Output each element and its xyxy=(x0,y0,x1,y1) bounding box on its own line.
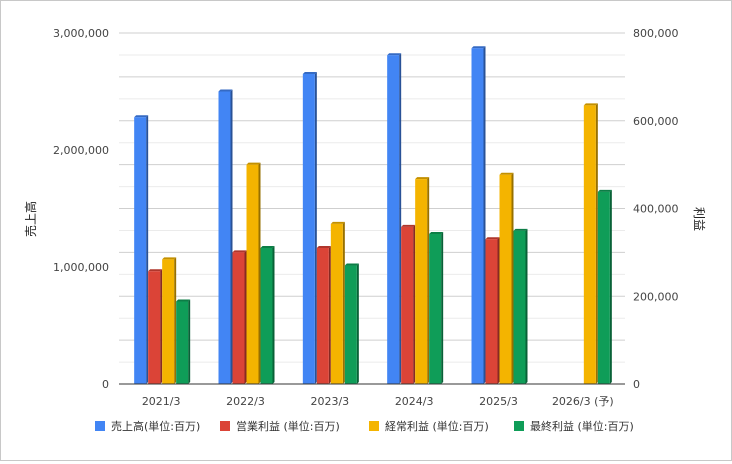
bar xyxy=(415,179,428,384)
gridlines xyxy=(119,32,625,363)
axes: 0 1,000,000 2,000,000 3,000,000 0 200,000 400,… xyxy=(53,27,678,408)
bar-side xyxy=(483,46,486,385)
bar-side xyxy=(160,269,163,384)
bar-side xyxy=(146,115,149,385)
bar xyxy=(429,233,442,384)
y-right-tick-label: 800,000 xyxy=(633,27,679,40)
bar-top xyxy=(415,177,430,180)
bar xyxy=(499,174,512,384)
bar xyxy=(246,164,259,384)
bar-side xyxy=(413,224,416,384)
bar-side xyxy=(399,53,402,384)
bar-top xyxy=(583,103,598,106)
bar-top xyxy=(499,172,514,175)
y-axis-left-label: 売上高 xyxy=(23,201,38,237)
bar-top xyxy=(176,299,191,302)
bar xyxy=(232,252,245,384)
bar xyxy=(176,301,189,384)
bar xyxy=(330,223,343,384)
bar xyxy=(260,247,273,384)
bar xyxy=(583,105,596,385)
bar-top xyxy=(429,231,444,234)
bar-side xyxy=(525,228,528,384)
bar-top xyxy=(513,228,528,231)
bar xyxy=(597,191,610,384)
bar xyxy=(513,230,526,384)
y-right-tick-label: 200,000 xyxy=(633,290,679,303)
bar-side xyxy=(427,177,430,384)
y-axis-right-label: 利益 xyxy=(692,207,706,231)
bar-top xyxy=(162,257,177,260)
bar-side xyxy=(595,103,598,385)
y-right-tick-label: 600,000 xyxy=(633,115,679,128)
y-right-tick-label: 400,000 xyxy=(633,203,679,216)
bar-side xyxy=(272,245,275,384)
bar xyxy=(148,271,161,384)
bar xyxy=(401,226,414,384)
bar-side xyxy=(609,189,612,384)
x-tick-label: 2025/3 xyxy=(479,395,518,408)
x-tick-label: 2022/3 xyxy=(226,395,265,408)
legend-label: 経常利益 (単位:百万) xyxy=(385,419,489,433)
legend-label: 営業利益 (単位:百万) xyxy=(236,419,340,433)
legend-label: 最終利益 (単位:百万) xyxy=(530,419,634,433)
y-left-tick-label: 1,000,000 xyxy=(53,261,109,274)
bar xyxy=(387,55,400,384)
bar-top xyxy=(260,245,275,248)
bar xyxy=(344,265,357,384)
bar-side xyxy=(356,263,359,384)
legend-swatch xyxy=(514,421,524,431)
bar-side xyxy=(174,257,177,384)
bar-top xyxy=(387,53,402,56)
x-tick-label: 2026/3 (予) xyxy=(552,395,614,408)
bar-side xyxy=(441,231,444,384)
legend-swatch xyxy=(220,421,230,431)
bar-side xyxy=(342,221,345,384)
legend-swatch xyxy=(369,421,379,431)
y-left-tick-label: 0 xyxy=(102,378,109,391)
bar xyxy=(485,239,498,384)
bar-top xyxy=(134,115,149,118)
bar-top xyxy=(218,89,233,92)
bar-side xyxy=(230,89,233,384)
legend-label: 売上高(単位:百万) xyxy=(111,419,200,433)
y-left-tick-label: 3,000,000 xyxy=(53,27,109,40)
bar-top xyxy=(485,237,500,240)
bar-top xyxy=(148,269,163,272)
bar-top xyxy=(316,245,331,248)
bar-top xyxy=(232,250,247,253)
x-tick-label: 2024/3 xyxy=(395,395,434,408)
y-right-tick-label: 0 xyxy=(633,378,640,391)
bar-side xyxy=(328,245,331,384)
bar-side xyxy=(511,172,514,384)
bar-top xyxy=(471,46,486,49)
bars xyxy=(134,46,612,385)
bar-top xyxy=(401,224,416,227)
bar xyxy=(316,247,329,384)
bar-side xyxy=(244,250,247,384)
bar xyxy=(471,48,484,385)
bar xyxy=(134,117,147,385)
bar-side xyxy=(188,299,191,384)
bar-side xyxy=(497,237,500,384)
bar-top xyxy=(330,221,345,224)
bar xyxy=(302,73,315,384)
bar-top xyxy=(597,189,612,192)
x-tick-label: 2021/3 xyxy=(142,395,181,408)
bar xyxy=(162,259,175,384)
legend: 売上高(単位:百万) 営業利益 (単位:百万) 経常利益 (単位:百万) 最終利益 (… xyxy=(95,419,634,433)
legend-swatch xyxy=(95,421,105,431)
bar-top xyxy=(344,263,359,266)
y-left-tick-label: 2,000,000 xyxy=(53,144,109,157)
bar-side xyxy=(314,71,317,384)
bar-top xyxy=(246,162,261,165)
bar-top xyxy=(302,71,317,74)
bar-side xyxy=(258,162,261,384)
x-tick-label: 2023/3 xyxy=(310,395,349,408)
bar xyxy=(218,91,231,384)
